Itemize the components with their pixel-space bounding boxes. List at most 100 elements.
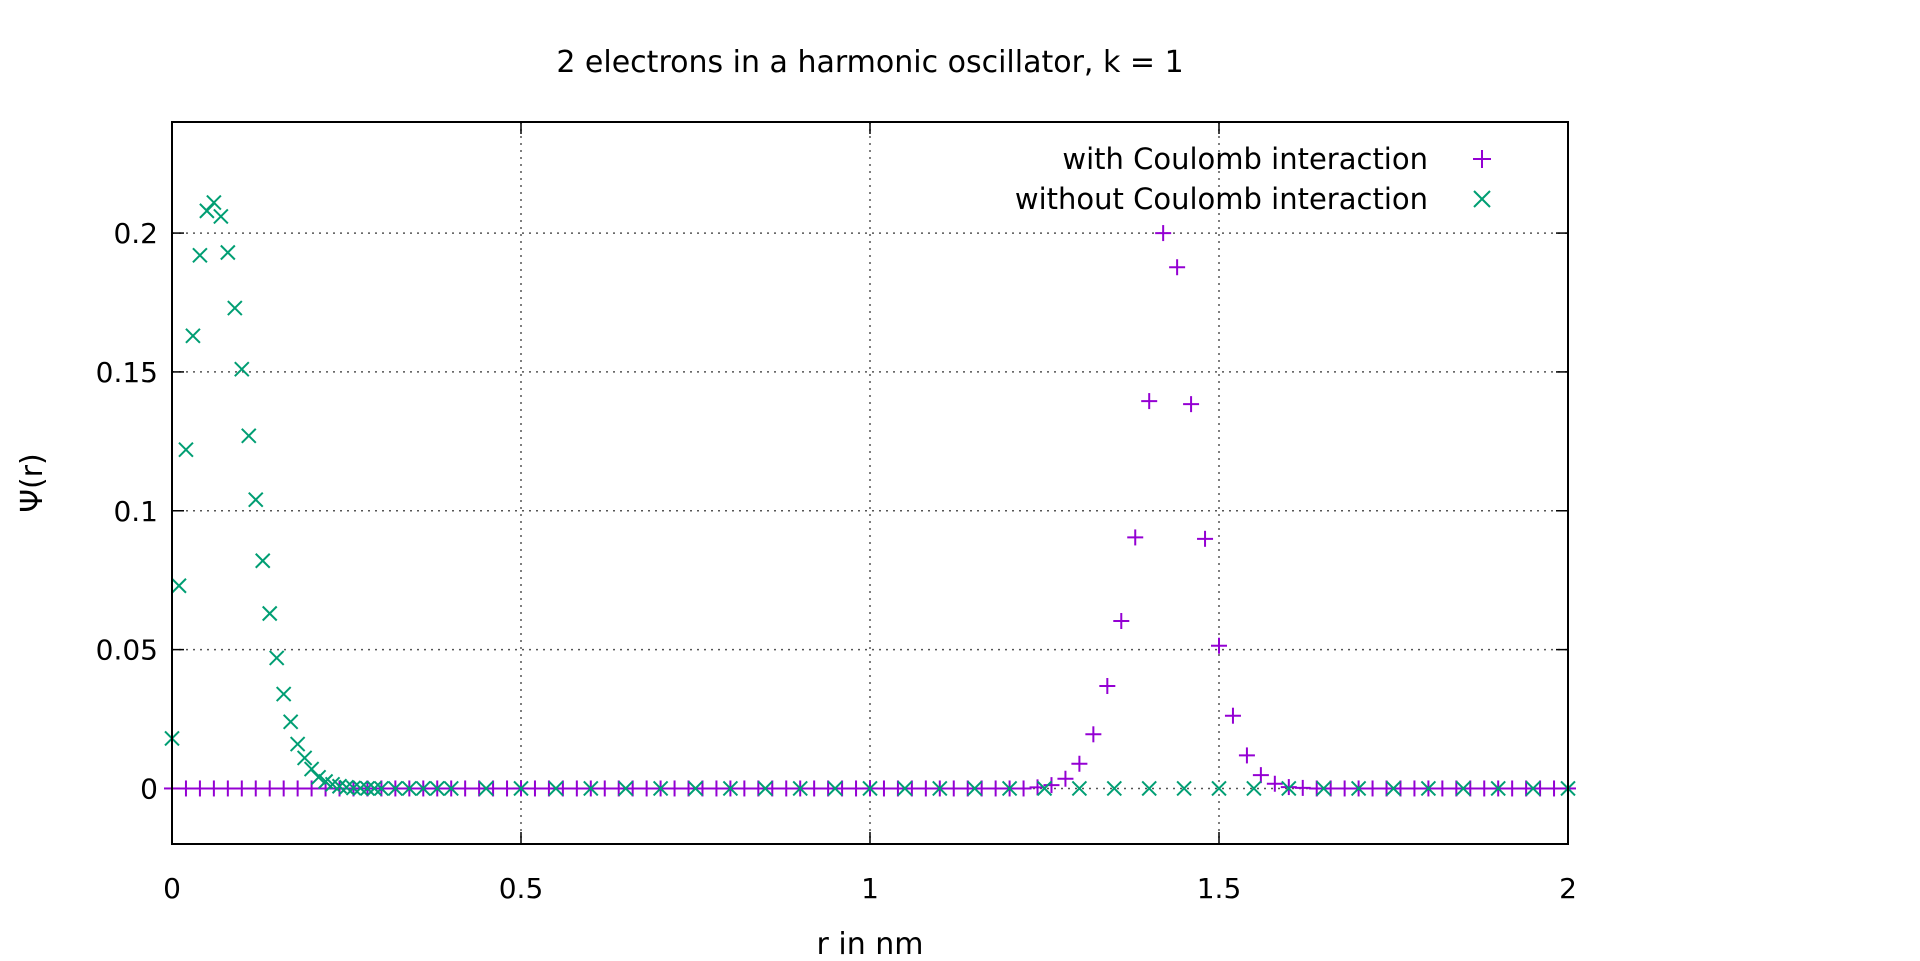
data-point bbox=[1197, 530, 1214, 547]
data-point bbox=[1001, 780, 1018, 797]
data-point bbox=[1141, 780, 1157, 797]
data-point bbox=[617, 780, 634, 797]
x-tick-label: 1.5 bbox=[1197, 872, 1242, 905]
data-point bbox=[478, 780, 494, 797]
data-point bbox=[757, 780, 774, 797]
data-point bbox=[959, 780, 976, 797]
data-point bbox=[241, 428, 257, 444]
data-point bbox=[680, 780, 697, 797]
data-point bbox=[875, 780, 892, 797]
data-point bbox=[1308, 780, 1325, 797]
data-point bbox=[778, 780, 795, 797]
data-point bbox=[917, 780, 934, 797]
data-point bbox=[1392, 780, 1409, 797]
data-point bbox=[1490, 780, 1506, 797]
y-tick-label: 0.05 bbox=[96, 634, 158, 667]
data-point bbox=[1211, 780, 1227, 797]
data-point bbox=[1169, 259, 1186, 276]
data-point bbox=[485, 780, 502, 797]
data-point bbox=[471, 780, 488, 797]
data-point bbox=[268, 650, 285, 666]
data-point bbox=[1141, 393, 1158, 410]
data-point bbox=[1281, 780, 1297, 797]
data-point bbox=[171, 578, 187, 594]
data-point bbox=[1322, 780, 1339, 797]
plot-frame bbox=[171, 121, 1569, 845]
data-point bbox=[1476, 780, 1493, 797]
data-point bbox=[233, 780, 250, 797]
data-point bbox=[722, 780, 739, 797]
data-point bbox=[359, 780, 376, 797]
data-point bbox=[1364, 780, 1381, 797]
data-point bbox=[610, 780, 627, 797]
data-point bbox=[596, 780, 613, 797]
data-point bbox=[1252, 767, 1269, 784]
data-point bbox=[1406, 780, 1423, 797]
data-point bbox=[275, 686, 292, 702]
data-point bbox=[1532, 780, 1549, 797]
data-point bbox=[177, 780, 194, 797]
data-point bbox=[1266, 775, 1283, 792]
data-point bbox=[373, 780, 390, 797]
data-point bbox=[262, 605, 278, 622]
data-point bbox=[310, 769, 327, 786]
data-point bbox=[540, 780, 557, 797]
data-point bbox=[1043, 777, 1060, 794]
data-point bbox=[1106, 780, 1123, 797]
data-point bbox=[1085, 726, 1102, 743]
data-point bbox=[1176, 780, 1192, 797]
data-point bbox=[764, 780, 781, 797]
data-point bbox=[973, 780, 990, 797]
data-point bbox=[1036, 780, 1053, 797]
data-point bbox=[192, 247, 208, 263]
data-point bbox=[1315, 780, 1332, 797]
x-tick-label: 2 bbox=[1559, 872, 1577, 905]
x-axis-label: r in nm bbox=[817, 927, 924, 961]
data-point bbox=[1224, 707, 1241, 724]
data-point bbox=[862, 780, 878, 797]
data-point bbox=[966, 780, 983, 797]
data-point bbox=[750, 780, 767, 797]
y-tick-label: 0.1 bbox=[113, 495, 158, 528]
data-point bbox=[932, 780, 948, 797]
data-point bbox=[1336, 780, 1353, 797]
data-point bbox=[687, 780, 704, 797]
data-point bbox=[429, 780, 445, 797]
data-point bbox=[694, 780, 711, 797]
data-point bbox=[666, 780, 683, 797]
data-point bbox=[1434, 780, 1451, 797]
data-point bbox=[638, 780, 655, 797]
data-point bbox=[1525, 780, 1541, 797]
data-point bbox=[834, 780, 851, 797]
data-point bbox=[206, 194, 222, 211]
data-point bbox=[338, 779, 355, 796]
y-tick-label: 0 bbox=[140, 772, 158, 805]
data-point bbox=[1385, 780, 1402, 797]
data-point bbox=[1183, 396, 1200, 413]
data-point bbox=[708, 780, 725, 797]
data-point bbox=[987, 780, 1004, 797]
data-point bbox=[1071, 780, 1088, 797]
data-point bbox=[282, 714, 299, 730]
data-point bbox=[205, 780, 222, 797]
data-point bbox=[1238, 747, 1255, 764]
data-point bbox=[248, 491, 264, 508]
data-point bbox=[261, 780, 278, 797]
data-point bbox=[1099, 677, 1116, 694]
data-point bbox=[289, 736, 306, 752]
data-point bbox=[583, 780, 599, 797]
y-axis-label: Ψ(r) bbox=[15, 453, 50, 512]
data-point bbox=[457, 780, 474, 797]
data-point bbox=[499, 780, 516, 797]
data-point bbox=[792, 780, 808, 797]
data-point bbox=[366, 780, 383, 797]
data-point bbox=[652, 780, 669, 797]
data-point bbox=[234, 361, 250, 377]
data-point bbox=[255, 553, 271, 569]
data-point bbox=[220, 244, 236, 261]
x-tick-label: 1 bbox=[861, 872, 879, 905]
chart-title: 2 electrons in a harmonic oscillator, k … bbox=[556, 45, 1183, 80]
data-point bbox=[736, 780, 753, 797]
legend-marker bbox=[1473, 150, 1491, 168]
